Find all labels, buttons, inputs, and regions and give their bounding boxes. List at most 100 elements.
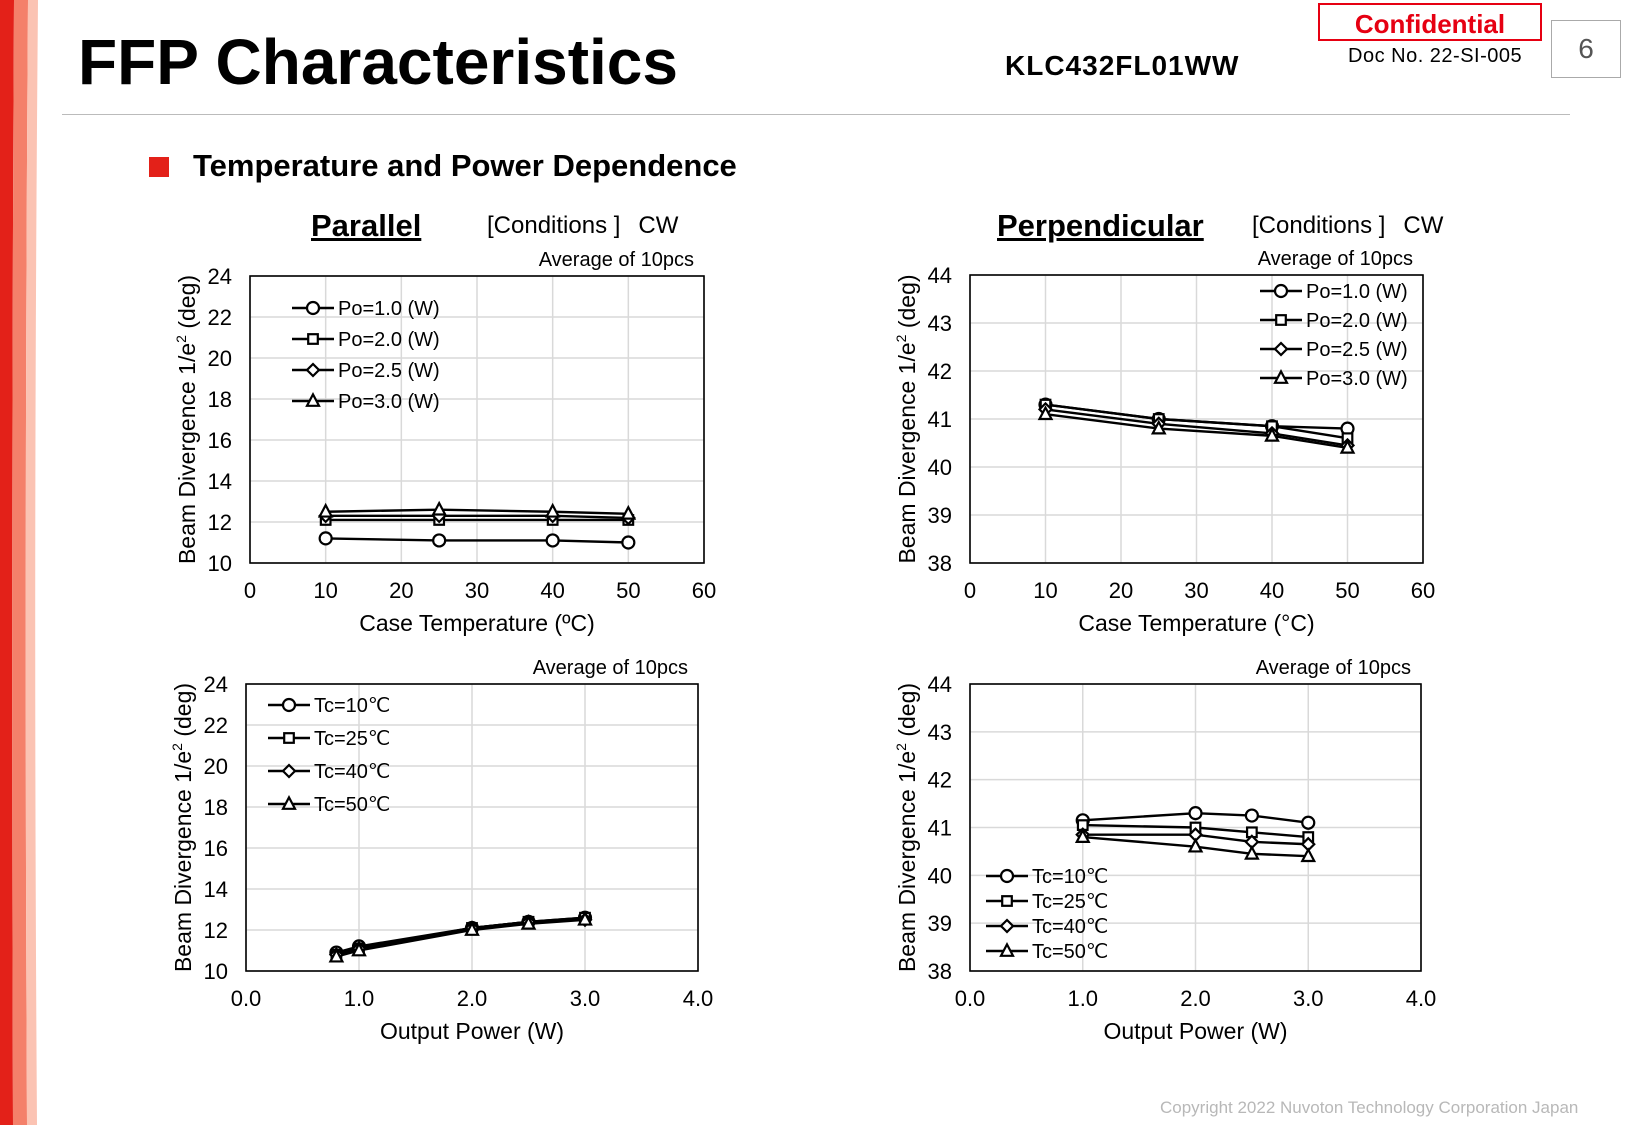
y-tick-label: 18 (204, 795, 228, 820)
legend-label: Tc=10℃ (314, 695, 390, 717)
parallel-conditions: [Conditions ] CW (487, 212, 678, 240)
series-line (1082, 823, 1309, 839)
data-point (545, 533, 560, 548)
series-line (1045, 413, 1348, 449)
legend-marker (307, 333, 319, 345)
x-tick-label: 30 (465, 578, 489, 603)
perpendicular-conditions-label: [Conditions ] (1252, 212, 1386, 239)
y-axis-title-unit: (deg) (894, 274, 920, 334)
x-tick-label: 0 (964, 578, 976, 603)
data-point (318, 531, 333, 546)
chart-note: Average of 10pcs (539, 249, 694, 271)
y-tick-label: 39 (928, 911, 952, 936)
x-tick-label: 0.0 (231, 986, 262, 1011)
legend-marker (999, 868, 1015, 884)
parallel-title: Parallel (311, 208, 422, 243)
legend-label: Tc=50℃ (314, 794, 390, 816)
y-axis-title-superscript: 2 (169, 743, 185, 751)
y-tick-label: 16 (208, 428, 232, 453)
y-tick-label: 20 (204, 754, 228, 779)
y-tick-label: 40 (928, 863, 952, 888)
y-tick-label: 14 (208, 469, 232, 494)
y-tick-label: 42 (928, 359, 952, 384)
x-tick-label: 60 (692, 578, 716, 603)
section-title: Temperature and Power Dependence (193, 148, 737, 183)
x-tick-label: 40 (1260, 578, 1284, 603)
x-tick-label: 40 (540, 578, 564, 603)
y-tick-label: 44 (928, 263, 952, 288)
decorative-side-stripe (0, 0, 38, 1125)
legend-marker (305, 392, 321, 407)
x-tick-label: 20 (389, 578, 413, 603)
chart-parallel-vs-power: 10 12 14 16 18 20 22 24 0.0 1.0 2.0 3.0 4.0 Output Po… (169, 657, 714, 1044)
legend-marker (1001, 895, 1013, 907)
y-tick-label: 24 (208, 264, 232, 289)
data-point (317, 502, 334, 518)
x-tick-label: 1.0 (344, 986, 375, 1011)
y-tick-label: 40 (928, 455, 952, 480)
header-divider (62, 114, 1570, 115)
plot-frame (249, 275, 705, 564)
data-point (621, 535, 636, 550)
x-tick-label: 50 (1335, 578, 1359, 603)
confidential-badge: Confidential (1318, 3, 1542, 41)
legend-label: Tc=40℃ (1032, 916, 1108, 938)
legend-marker (305, 362, 321, 378)
x-tick-label: 20 (1109, 578, 1133, 603)
y-axis-title-superscript: 2 (173, 335, 189, 343)
y-tick-label: 43 (928, 311, 952, 336)
data-point (1301, 815, 1316, 830)
x-tick-label: 10 (313, 578, 337, 603)
x-tick-label: 0.0 (955, 986, 986, 1011)
copyright-notice: Copyright 2022 Nuvoton Technology Corpor… (1160, 1098, 1579, 1117)
legend-marker (281, 763, 297, 779)
data-point (1300, 847, 1317, 863)
y-tick-label: 43 (928, 720, 952, 745)
y-axis-title-unit: (deg) (894, 683, 920, 743)
chart-note: Average of 10pcs (1258, 248, 1413, 270)
perpendicular-conditions: [Conditions ] CW (1252, 212, 1443, 240)
x-tick-label: 4.0 (1406, 986, 1437, 1011)
legend-marker (281, 697, 297, 713)
data-point (620, 504, 637, 520)
data-point (351, 941, 367, 957)
series-line (1045, 403, 1348, 440)
data-point (1264, 426, 1280, 442)
x-axis-title: Output Power (W) (1103, 1018, 1287, 1044)
y-axis-title: Beam Divergence 1/e2 (deg) (893, 683, 920, 972)
x-axis-title: Case Temperature (°C) (1078, 610, 1314, 636)
plot-frame (969, 274, 1424, 564)
y-tick-label: 14 (204, 877, 228, 902)
data-point (577, 910, 593, 926)
x-tick-label: 4.0 (683, 986, 714, 1011)
legend-label: Po=2.0 (W) (1306, 310, 1408, 332)
legend-label: Tc=25℃ (314, 728, 390, 750)
x-axis-title: Output Power (W) (380, 1018, 564, 1044)
series-line (1082, 835, 1309, 858)
y-tick-label: 41 (928, 407, 952, 432)
legend-marker (999, 942, 1015, 957)
legend-marker (1273, 369, 1289, 384)
chart-note: Average of 10pcs (533, 657, 688, 679)
y-axis-title-unit: (deg) (170, 683, 196, 743)
legend-label: Po=1.0 (W) (1306, 281, 1408, 303)
legend-label: Po=2.5 (W) (338, 360, 440, 382)
y-tick-label: 41 (928, 816, 952, 841)
legend-label: Po=2.0 (W) (338, 329, 440, 351)
series-line (325, 508, 629, 515)
legend-label: Po=1.0 (W) (338, 298, 440, 320)
x-tick-label: 2.0 (457, 986, 488, 1011)
data-point (1037, 405, 1054, 421)
data-point (1244, 844, 1260, 860)
x-tick-label: 2.0 (1180, 986, 1211, 1011)
y-axis-title: Beam Divergence 1/e2 (deg) (173, 275, 200, 564)
chart-perpendicular-vs-temperature: 38 39 40 41 42 43 44 0 10 20 30 40 50 60 Case Temperat… (893, 248, 1435, 636)
y-axis-title-superscript: 2 (893, 743, 909, 751)
data-point (1150, 419, 1167, 435)
plot-frame (245, 683, 699, 972)
legend-marker (999, 918, 1015, 934)
y-tick-label: 18 (208, 387, 232, 412)
data-point (520, 914, 537, 930)
page-title: FFP Characteristics (78, 26, 678, 98)
x-tick-label: 1.0 (1067, 986, 1098, 1011)
